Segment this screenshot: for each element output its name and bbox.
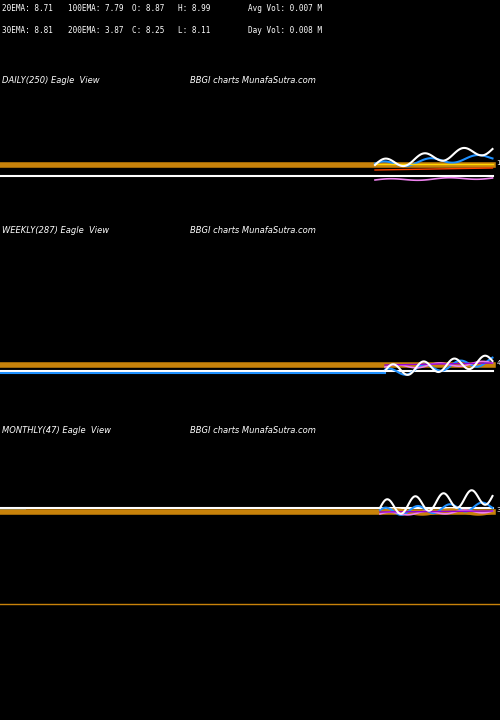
Text: Day Vol: 0.008 M: Day Vol: 0.008 M bbox=[248, 26, 322, 35]
Text: MONTHLY(47) Eagle  View: MONTHLY(47) Eagle View bbox=[2, 426, 112, 435]
Text: DAILY(250) Eagle  View: DAILY(250) Eagle View bbox=[2, 76, 100, 85]
Text: L: 8.11: L: 8.11 bbox=[178, 26, 210, 35]
Text: 3: 3 bbox=[496, 507, 500, 513]
Text: BBGI charts MunafaSutra.com: BBGI charts MunafaSutra.com bbox=[190, 426, 316, 435]
Text: 200EMA: 3.87: 200EMA: 3.87 bbox=[68, 26, 123, 35]
Text: 30EMA: 8.81: 30EMA: 8.81 bbox=[2, 26, 54, 35]
Text: 11: 11 bbox=[496, 160, 500, 166]
Text: Avg Vol: 0.007 M: Avg Vol: 0.007 M bbox=[248, 4, 322, 13]
Text: WEEKLY(287) Eagle  View: WEEKLY(287) Eagle View bbox=[2, 226, 110, 235]
Text: 100EMA: 7.79: 100EMA: 7.79 bbox=[68, 4, 123, 13]
Text: H: 8.99: H: 8.99 bbox=[178, 4, 210, 13]
Text: 40: 40 bbox=[496, 360, 500, 366]
Text: 20EMA: 8.71: 20EMA: 8.71 bbox=[2, 4, 54, 13]
Text: BBGI charts MunafaSutra.com: BBGI charts MunafaSutra.com bbox=[190, 76, 316, 85]
Text: BBGI charts MunafaSutra.com: BBGI charts MunafaSutra.com bbox=[190, 226, 316, 235]
Text: O: 8.87: O: 8.87 bbox=[132, 4, 165, 13]
Text: C: 8.25: C: 8.25 bbox=[132, 26, 165, 35]
